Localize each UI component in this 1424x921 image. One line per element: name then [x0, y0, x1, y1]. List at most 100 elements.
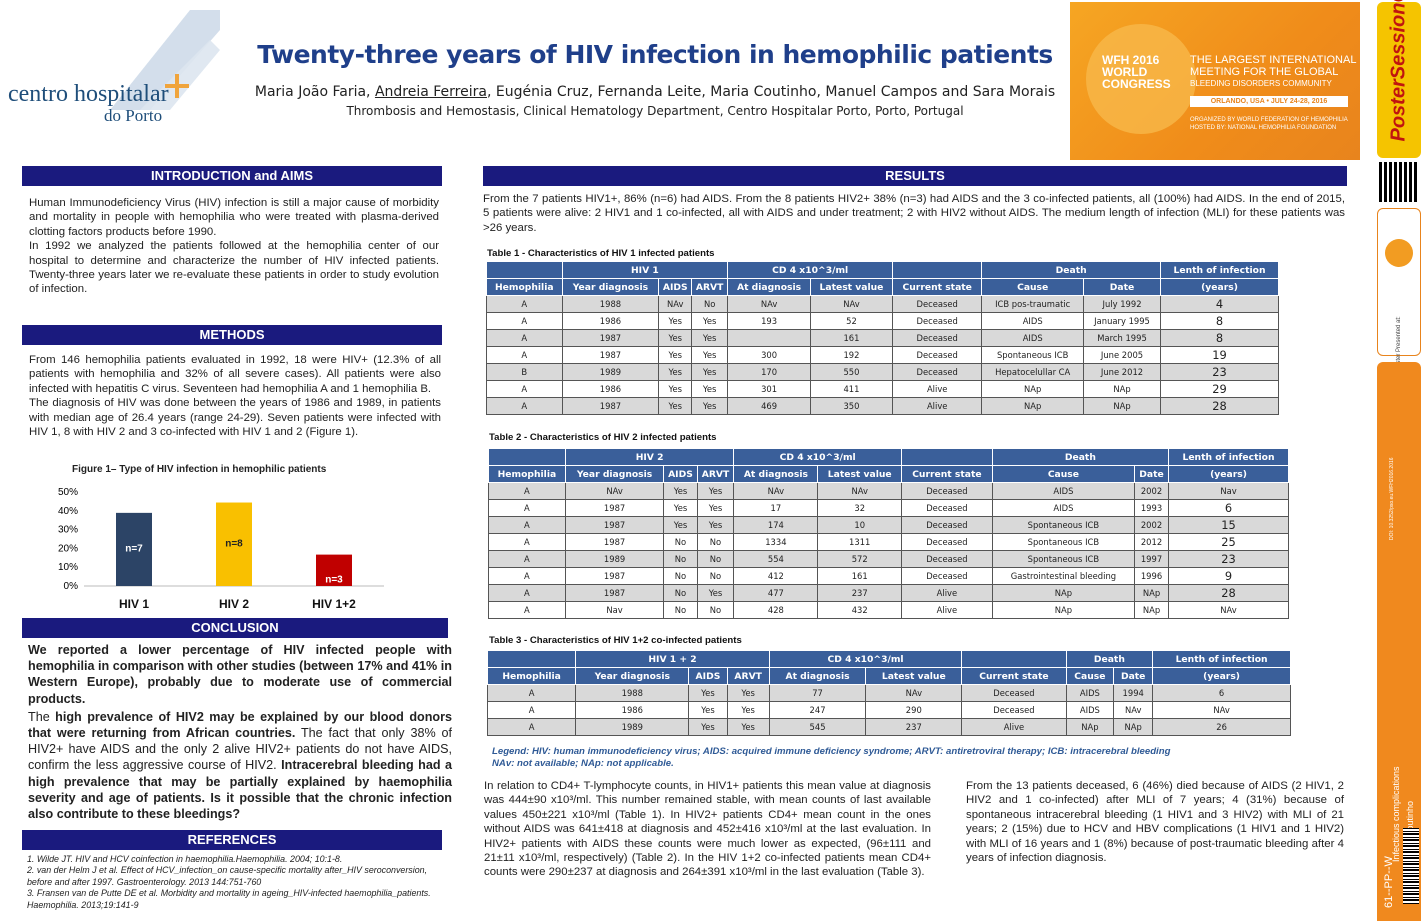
- table-row: A 1987 Yes Yes 469 350 Alive NAp NAp 28: [486, 397, 1279, 415]
- table-cell: 1988: [575, 684, 690, 702]
- table-cell: 29: [1160, 380, 1279, 398]
- table-cell: 2002: [1134, 482, 1169, 500]
- table-cell: Deceased: [901, 550, 993, 568]
- table-cell: Yes: [696, 499, 735, 517]
- table-cell: AIDS: [1065, 684, 1115, 702]
- column-header: Year diagnosis: [575, 667, 690, 685]
- table-cell: 1986: [575, 701, 690, 719]
- methods-paragraph-2: The diagnosis of HIV was done between th…: [29, 397, 441, 439]
- header-length-unit: (years): [1167, 465, 1290, 483]
- conclusion-p2-c: The fact that only 38% of HIV2+ have AID…: [28, 726, 452, 773]
- postersession-logo: PosterSessionOnline.com: [1377, 0, 1421, 158]
- table-cell: 28: [1160, 397, 1279, 415]
- header-blank: [892, 261, 983, 279]
- table-cell: No: [696, 550, 735, 568]
- table-cell: 23: [1160, 363, 1279, 381]
- header-length-unit: (years): [1160, 278, 1279, 296]
- table1-caption: Table 1 - Characteristics of HIV 1 infec…: [487, 248, 715, 259]
- table-cell: Yes: [726, 701, 770, 719]
- table-cell: 247: [768, 701, 867, 719]
- table-row: A 1987 Yes Yes 161 Deceased AIDS March 1995 8: [486, 329, 1279, 347]
- reference-1: 1. Wilde JT. HIV and HCV coinfection in …: [27, 854, 343, 864]
- column-header: Cause: [991, 465, 1136, 483]
- qr-code-icon[interactable]: [1379, 162, 1419, 202]
- table-cell: No: [696, 533, 735, 551]
- table-cell: Spontaneous ICB: [981, 346, 1085, 364]
- table-cell: 1989: [575, 718, 690, 736]
- column-header: ARVT: [696, 465, 735, 483]
- table-cell: NAv: [733, 482, 819, 500]
- table-cell: 572: [817, 550, 903, 568]
- table-cell: A: [486, 329, 563, 347]
- table-cell: Yes: [696, 516, 735, 534]
- header-length-unit: (years): [1152, 667, 1291, 685]
- table-hiv1-2: HIV 1 + 2 CD 4 x10^3/ml Death Lenth of infe…: [486, 650, 1291, 736]
- table-cell: Alive: [892, 380, 983, 398]
- table-cell: A: [486, 295, 563, 313]
- table-cell: 174: [733, 516, 819, 534]
- table-cell: 350: [809, 397, 894, 415]
- table-cell: A: [486, 312, 563, 330]
- intro-paragraph-1: Human Immunodeficiency Virus (HIV) infec…: [29, 197, 439, 238]
- x-tick-label: HIV 2: [219, 597, 249, 611]
- table-cell: Yes: [696, 584, 735, 602]
- table-cell: Deceased: [961, 684, 1067, 702]
- header-blank: [488, 448, 566, 466]
- header-blank: [961, 650, 1067, 668]
- column-header: Year diagnosis: [561, 278, 660, 296]
- table-cell: 8: [1160, 312, 1279, 330]
- table-cell: A: [486, 346, 563, 364]
- wfh-tagline: THE LARGEST INTERNATIONAL MEETING FOR THE…: [1190, 54, 1358, 90]
- table-cell: NAp: [1065, 718, 1115, 736]
- table-cell: Alive: [961, 718, 1067, 736]
- table-cell: 23: [1167, 550, 1290, 568]
- bar-hiv-1-2: [316, 554, 352, 586]
- brand-text: PosterSessionOnline.com: [1387, 0, 1410, 142]
- table-cell: 161: [817, 567, 903, 585]
- bar-data-label: n=7: [125, 543, 143, 554]
- conclusion-paragraph-1: We reported a lower percentage of HIV in…: [28, 643, 452, 706]
- table-cell: 170: [727, 363, 811, 381]
- table-cell: NAv: [865, 684, 963, 702]
- table-cell: A: [488, 482, 566, 500]
- table-cell: A: [488, 550, 566, 568]
- table-cell: 1987: [564, 567, 665, 585]
- table-cell: Hepatocelullar CA: [981, 363, 1085, 381]
- table-cell: 1986: [561, 312, 660, 330]
- table-cell: 1997: [1134, 550, 1169, 568]
- table-cell: A: [488, 516, 566, 534]
- wfh-logo-text: WFH 2016 WORLD CONGRESS: [1102, 54, 1171, 90]
- table-cell: Nav: [1167, 482, 1290, 500]
- presenting-author: Andreia Ferreira: [374, 84, 487, 100]
- table-cell: Yes: [688, 718, 728, 736]
- table-cell: NAv: [1152, 701, 1291, 719]
- table-row: B 1989 Yes Yes 170 550 Deceased Hepatocelullar …: [486, 363, 1279, 381]
- table-cell: No: [663, 550, 698, 568]
- table-cell: No: [663, 533, 698, 551]
- table-cell: Yes: [658, 363, 693, 381]
- table-cell: NAv: [1113, 701, 1154, 719]
- column-header: At diagnosis: [733, 465, 819, 483]
- authors: Maria João Faria, Andreia Ferreira, Eugé…: [230, 84, 1080, 100]
- table-cell: 1987: [564, 499, 665, 517]
- table-cell: 10: [817, 516, 903, 534]
- table-cell: Deceased: [892, 346, 983, 364]
- table-hiv2: HIV 2 CD 4 x10^3/ml Death Lenth of infectio…: [488, 448, 1290, 619]
- table-cell: 237: [817, 584, 903, 602]
- table-cell: 28: [1167, 584, 1290, 602]
- table-row: A 1986 Yes Yes 193 52 Deceased AIDS January 1995…: [486, 312, 1279, 330]
- table-cell: Deceased: [961, 701, 1067, 719]
- table-cell: 1996: [1134, 567, 1169, 585]
- table-cell: 52: [809, 312, 894, 330]
- header-blank: [901, 448, 993, 466]
- poster-title: Twenty-three years of HIV infection in h…: [257, 40, 1053, 69]
- authors-post: , Eugénia Cruz, Fernanda Leite, Maria Co…: [486, 84, 1056, 100]
- wfh-tagline-2: MEETING FOR THE GLOBAL: [1190, 66, 1339, 78]
- table-cell: 1987: [564, 516, 665, 534]
- table-cell: Deceased: [901, 482, 993, 500]
- hiv-type-chart-svg: 0% 10% 20% 30% 40% 50% n=7 HIV 1 n=8 HIV 2 n=3 HIV …: [58, 487, 384, 611]
- table-row: A 1986 Yes Yes 247 290 Deceased AIDS NAv NAv: [486, 701, 1291, 719]
- column-header: Year diagnosis: [564, 465, 665, 483]
- table-cell: 32: [817, 499, 903, 517]
- table-row: A 1986 Yes Yes 301 411 Alive NAp NAp 29: [486, 380, 1279, 398]
